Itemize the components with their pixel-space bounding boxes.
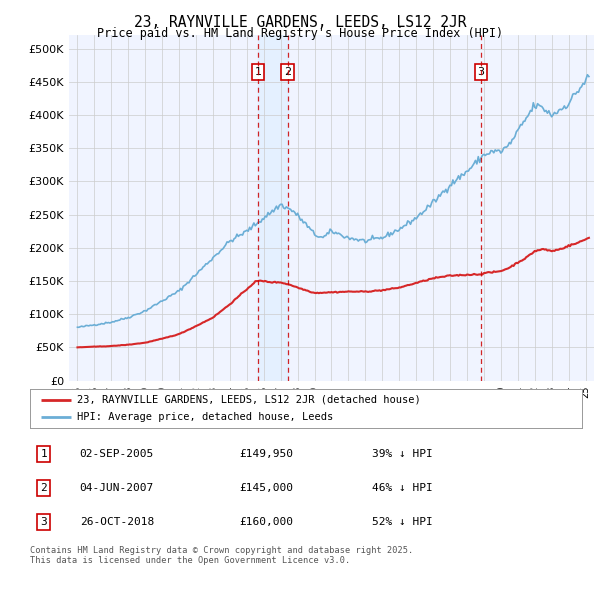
- Text: 2: 2: [40, 483, 47, 493]
- Text: 1: 1: [40, 449, 47, 459]
- Text: 3: 3: [40, 517, 47, 527]
- Text: 1: 1: [254, 67, 262, 77]
- Bar: [258, 35, 288, 381]
- Text: Contains HM Land Registry data © Crown copyright and database right 2025.: Contains HM Land Registry data © Crown c…: [30, 546, 413, 555]
- Text: 2: 2: [284, 67, 292, 77]
- Text: £160,000: £160,000: [240, 517, 294, 527]
- Text: 23, RAYNVILLE GARDENS, LEEDS, LS12 2JR (detached house): 23, RAYNVILLE GARDENS, LEEDS, LS12 2JR (…: [77, 395, 421, 405]
- Text: HPI: Average price, detached house, Leeds: HPI: Average price, detached house, Leed…: [77, 412, 333, 422]
- Text: £145,000: £145,000: [240, 483, 294, 493]
- Text: 23, RAYNVILLE GARDENS, LEEDS, LS12 2JR: 23, RAYNVILLE GARDENS, LEEDS, LS12 2JR: [134, 15, 466, 30]
- Text: £149,950: £149,950: [240, 449, 294, 459]
- Text: 04-JUN-2007: 04-JUN-2007: [80, 483, 154, 493]
- Text: 46% ↓ HPI: 46% ↓ HPI: [372, 483, 433, 493]
- Text: This data is licensed under the Open Government Licence v3.0.: This data is licensed under the Open Gov…: [30, 556, 350, 565]
- Text: 02-SEP-2005: 02-SEP-2005: [80, 449, 154, 459]
- Text: 39% ↓ HPI: 39% ↓ HPI: [372, 449, 433, 459]
- Text: 3: 3: [478, 67, 484, 77]
- Text: Price paid vs. HM Land Registry's House Price Index (HPI): Price paid vs. HM Land Registry's House …: [97, 27, 503, 40]
- Text: 26-OCT-2018: 26-OCT-2018: [80, 517, 154, 527]
- Text: 52% ↓ HPI: 52% ↓ HPI: [372, 517, 433, 527]
